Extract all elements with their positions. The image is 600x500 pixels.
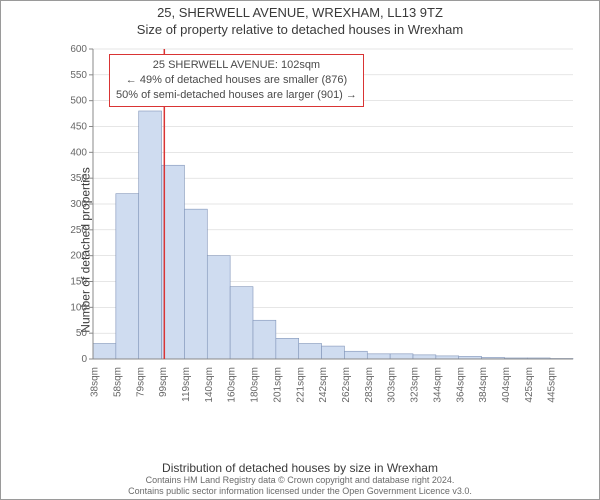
x-tick-label: 344sqm (432, 367, 443, 403)
x-tick-label: 384sqm (478, 367, 489, 403)
x-tick-label: 283sqm (364, 367, 375, 403)
x-tick-label: 140sqm (204, 367, 215, 403)
histogram-bar (253, 320, 276, 359)
infobox-line3: 50% of semi-detached houses are larger (… (116, 88, 357, 103)
y-tick-label: 200 (70, 251, 87, 262)
histogram-bar (207, 256, 230, 359)
infobox-line1: 25 SHERWELL AVENUE: 102sqm (116, 58, 357, 73)
x-tick-label: 221sqm (295, 367, 306, 403)
histogram-bar (344, 351, 367, 359)
histogram-bar (299, 344, 322, 360)
x-tick-label: 445sqm (547, 367, 558, 403)
histogram-bar (322, 346, 345, 359)
x-tick-label: 425sqm (524, 367, 535, 403)
y-tick-label: 50 (76, 328, 88, 339)
x-tick-label: 303sqm (387, 367, 398, 403)
x-axis-label: Distribution of detached houses by size … (1, 461, 599, 475)
y-tick-label: 350 (70, 173, 87, 184)
x-tick-label: 160sqm (227, 367, 238, 403)
histogram-bar (390, 354, 413, 359)
y-tick-label: 100 (70, 302, 87, 313)
page-title: 25, SHERWELL AVENUE, WREXHAM, LL13 9TZ (1, 5, 599, 20)
x-tick-label: 201sqm (272, 367, 283, 403)
y-tick-label: 450 (70, 122, 87, 133)
y-tick-label: 300 (70, 199, 87, 210)
footer-line1: Contains HM Land Registry data © Crown c… (1, 475, 599, 486)
x-tick-label: 79sqm (135, 367, 146, 397)
x-tick-label: 38sqm (90, 367, 101, 397)
page-subtitle: Size of property relative to detached ho… (1, 22, 599, 37)
footer-line2: Contains public sector information licen… (1, 486, 599, 497)
footer-attribution: Contains HM Land Registry data © Crown c… (1, 475, 599, 497)
histogram-plot: 0 50 100 150 200 250 300 350 400 450 500 550 600 38sq… (59, 45, 579, 415)
x-tick-label: 262sqm (341, 367, 352, 403)
x-tick-label: 242sqm (318, 367, 329, 403)
x-tick-label: 323sqm (410, 367, 421, 403)
histogram-bar (139, 111, 162, 359)
y-tick-label: 600 (70, 45, 87, 55)
y-tick-label: 250 (70, 225, 87, 236)
histogram-bar (413, 355, 436, 359)
y-tick-label: 150 (70, 277, 87, 288)
infobox-line2: ← 49% of detached houses are smaller (87… (116, 73, 357, 88)
y-tick-label: 550 (70, 70, 87, 81)
x-tick-label: 119sqm (181, 367, 192, 402)
histogram-bar (184, 209, 207, 359)
histogram-bar (230, 287, 253, 359)
marker-infobox: 25 SHERWELL AVENUE: 102sqm ← 49% of deta… (109, 54, 364, 107)
y-tick-label: 400 (70, 147, 87, 158)
x-tick-label: 404sqm (501, 367, 512, 403)
histogram-bar (367, 354, 390, 359)
histogram-bar (276, 338, 299, 359)
histogram-bar (93, 344, 116, 360)
x-tick-label: 180sqm (250, 367, 261, 403)
x-tick-label: 364sqm (455, 367, 466, 403)
y-tick-label: 500 (70, 96, 87, 107)
x-tick-label: 58sqm (112, 367, 123, 397)
x-tick-label: 99sqm (158, 367, 169, 397)
histogram-bar (116, 194, 139, 359)
y-tick-label: 0 (81, 354, 87, 365)
